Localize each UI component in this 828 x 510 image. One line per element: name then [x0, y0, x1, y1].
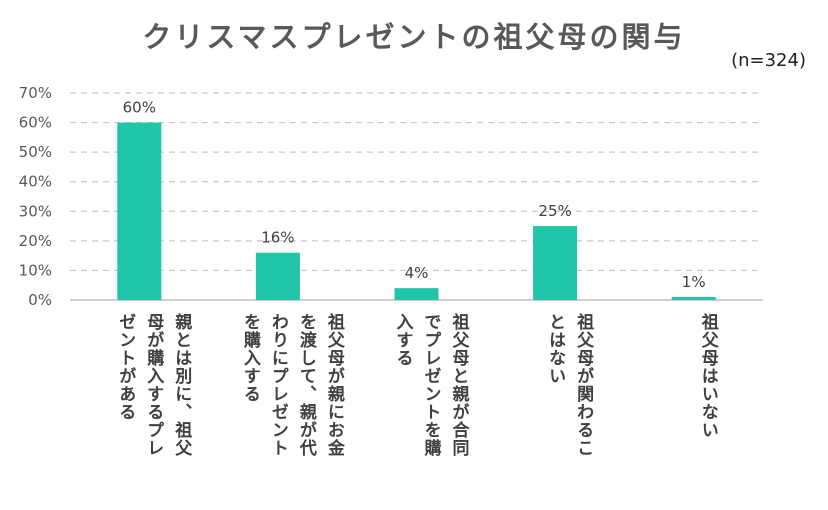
y-tick-label: 20%: [19, 232, 52, 250]
bar: [255, 252, 300, 300]
y-tick-label: 40%: [19, 173, 52, 191]
y-tick-label: 0%: [28, 291, 52, 309]
category-label: 祖父母が関わるこ とはない: [545, 313, 594, 457]
data-label: 1%: [682, 273, 706, 291]
bar: [533, 226, 578, 300]
data-label: 25%: [538, 202, 571, 220]
category-label: 祖父母はいない: [697, 313, 718, 439]
y-tick-label: 50%: [19, 143, 52, 161]
category-label: 祖父母と親が合同 でプレゼントを購 入する: [392, 313, 469, 457]
category-label: 親とは別に、祖父 母が購入するプレ ゼントがある: [115, 313, 192, 457]
chart-title: クリスマスプレゼントの祖父母の関与: [142, 20, 686, 54]
category-label: 祖父母が親にお金 を渡して、親が代 わりにプレゼント を購入する: [239, 313, 344, 457]
y-tick-label: 30%: [19, 202, 52, 220]
y-tick-label: 60%: [19, 114, 52, 132]
data-label: 4%: [405, 264, 429, 282]
bar: [671, 297, 716, 300]
data-label: 60%: [123, 99, 156, 117]
data-label: 16%: [261, 229, 294, 247]
bar: [117, 122, 162, 300]
bar: [394, 288, 439, 300]
y-tick-label: 70%: [19, 84, 52, 102]
y-tick-label: 10%: [19, 261, 52, 279]
sample-size-note: (n=324): [731, 50, 806, 71]
